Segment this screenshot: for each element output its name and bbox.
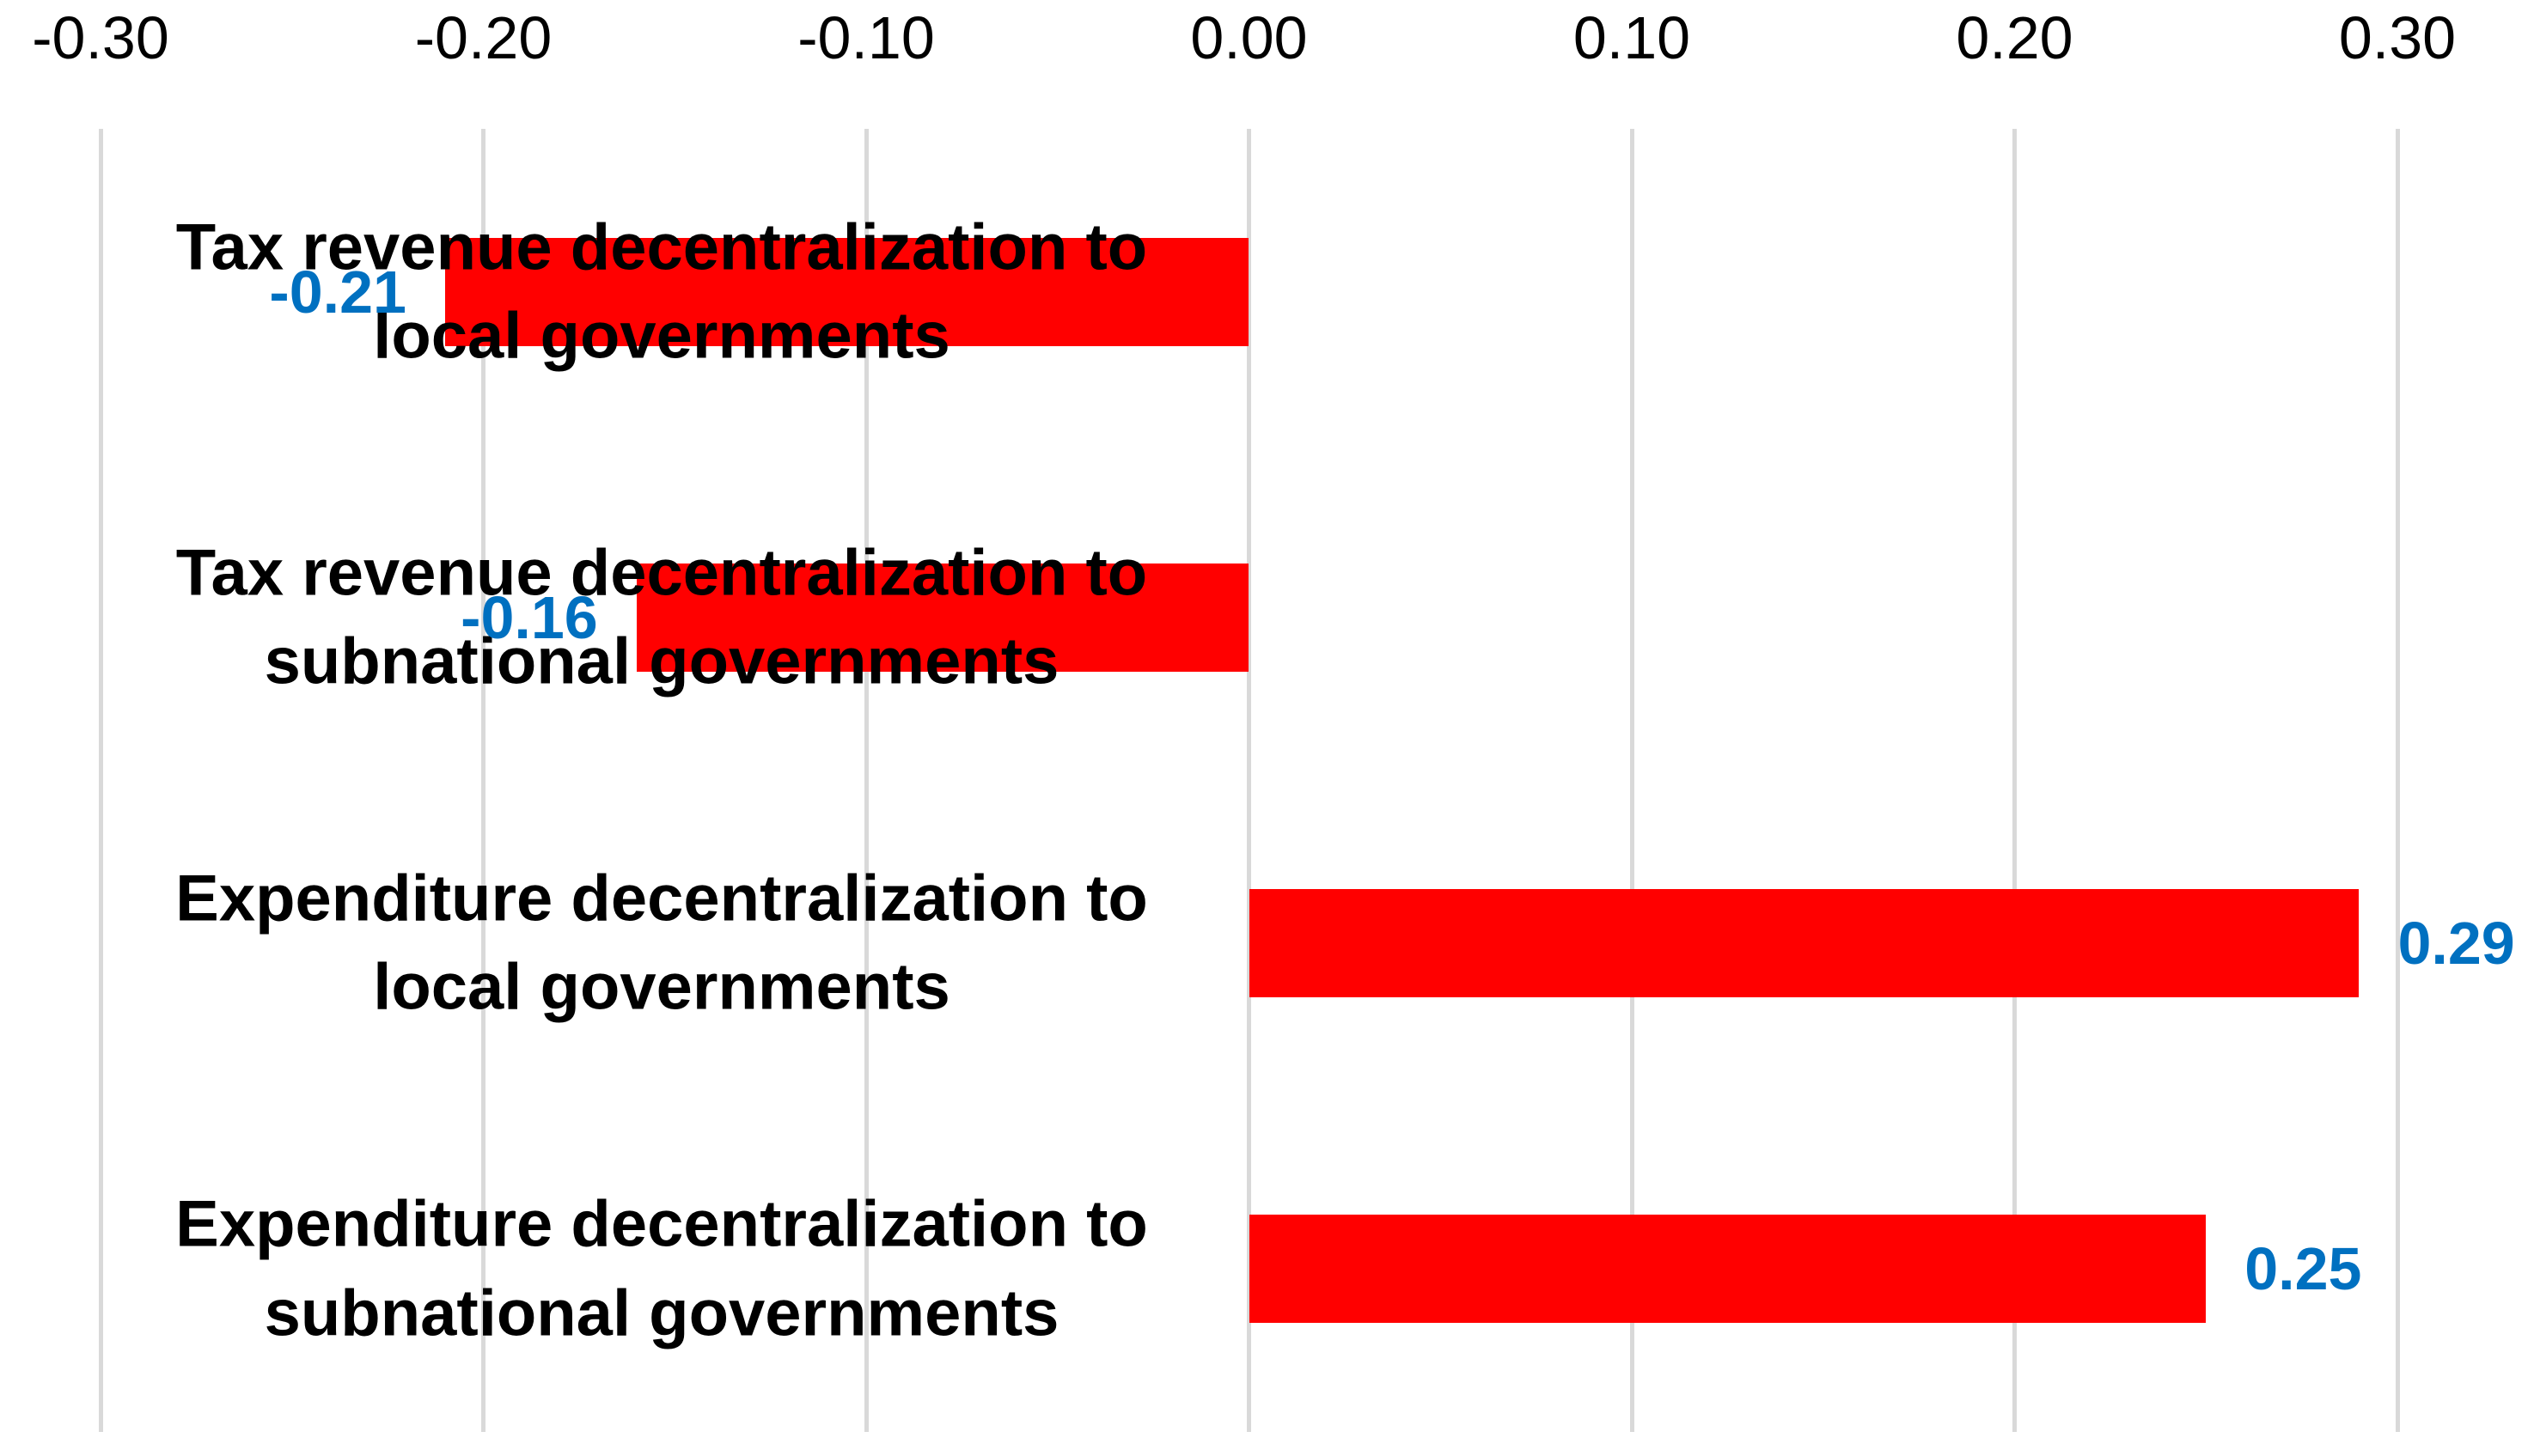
x-axis-tick-label: -0.10 <box>797 4 935 71</box>
x-axis-tick-label: 0.00 <box>1190 4 1308 71</box>
category-label: Tax revenue decentralization to local go… <box>175 210 1148 373</box>
x-axis-tick-label: 0.10 <box>1572 4 1691 71</box>
gridline <box>2395 129 2400 1432</box>
category-label: Tax revenue decentralization to subnatio… <box>175 536 1148 698</box>
x-axis-tick-label: 0.20 <box>1956 4 2073 71</box>
value-label: -0.16 <box>461 583 598 651</box>
category-label: Expenditure decentralization to local go… <box>175 862 1148 1025</box>
value-label: -0.21 <box>269 258 406 326</box>
gridline <box>1247 129 1251 1432</box>
bar <box>1249 889 2360 998</box>
gridline <box>481 129 485 1432</box>
gridline <box>2012 129 2017 1432</box>
gridline <box>98 129 103 1432</box>
x-axis-tick-label: -0.20 <box>414 4 553 71</box>
bar <box>1249 1215 2207 1324</box>
x-axis-tick-label: -0.30 <box>32 4 169 71</box>
category-label: Expenditure decentralization to subnatio… <box>175 1188 1148 1350</box>
value-label: 0.25 <box>2244 1235 2362 1303</box>
x-axis-tick-label: 0.30 <box>2338 4 2457 71</box>
value-label: 0.29 <box>2397 910 2515 978</box>
bar <box>636 563 1249 672</box>
bar <box>444 237 1249 346</box>
gridline <box>864 129 869 1432</box>
gridline <box>1629 129 1634 1432</box>
